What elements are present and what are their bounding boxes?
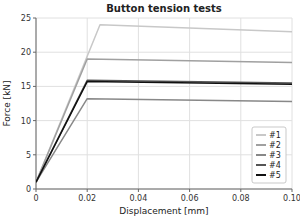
legend-label: #5	[269, 171, 281, 180]
y-tick-label: 20	[21, 48, 31, 57]
legend-label: #4	[269, 161, 281, 170]
y-grid-line	[36, 52, 292, 53]
legend-swatch	[256, 154, 266, 156]
y-tick-label: 25	[21, 14, 31, 23]
y-tick-label: 15	[21, 82, 31, 91]
legend-swatch	[256, 134, 266, 136]
legend-label: #3	[269, 151, 281, 160]
x-tick-label: 0.06	[181, 194, 199, 203]
x-tick-label: 0.02	[78, 194, 96, 203]
series-line	[36, 59, 292, 182]
series-line	[36, 25, 292, 182]
series-line	[36, 82, 292, 183]
x-grid-line	[240, 18, 241, 189]
legend-swatch	[256, 144, 266, 146]
grid	[36, 18, 292, 189]
x-axis	[36, 189, 292, 190]
lines	[36, 25, 292, 182]
y-grid-line	[36, 189, 292, 190]
x-tick-label: 0	[33, 194, 38, 203]
legend-box	[252, 127, 286, 183]
y-tick-label: 0	[26, 185, 31, 194]
legend-swatch	[256, 174, 266, 176]
y-axis	[36, 18, 37, 189]
y-axis-label: Force [kN]	[2, 80, 12, 126]
legend: #1#2#3#4#5	[252, 127, 286, 183]
y-grid-line	[36, 18, 292, 19]
x-grid-line	[189, 18, 190, 189]
legend-label: #1	[269, 131, 281, 140]
x-grid-line	[292, 18, 293, 189]
x-tick-label: 0.10	[283, 194, 300, 203]
legend-swatch	[256, 164, 266, 166]
x-grid-line	[138, 18, 139, 189]
legend-label: #2	[269, 141, 281, 150]
x-tick-label: 0.04	[129, 194, 147, 203]
chart: 0 0.02 0.04 0.06 0.08 0.10 0 5 10 15 20 25 Button te…	[0, 0, 300, 219]
series-line	[36, 80, 292, 182]
title: Button tension tests	[106, 3, 222, 14]
series-line	[36, 99, 292, 182]
x-tick-label: 0.08	[232, 194, 250, 203]
x-axis-label: Displacement [mm]	[119, 206, 208, 216]
x-grid-line	[36, 18, 37, 189]
x-grid-line	[87, 18, 88, 189]
y-tick-label: 5	[26, 151, 31, 160]
y-tick-label: 10	[21, 117, 31, 126]
background	[0, 0, 300, 219]
